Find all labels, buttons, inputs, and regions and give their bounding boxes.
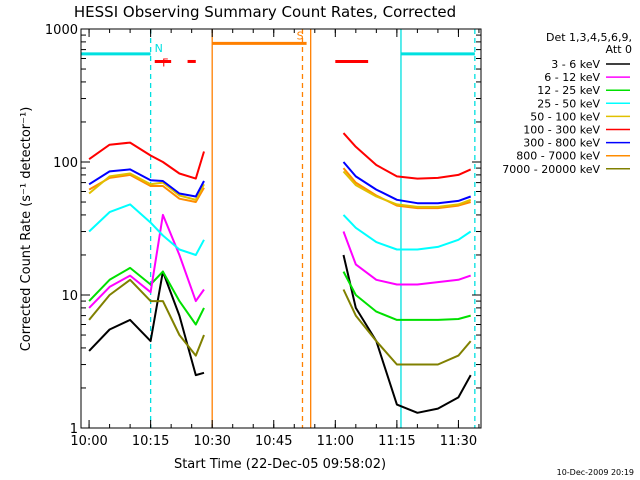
- legend-title-line-1: Det 1,3,4,5,6,9,: [546, 31, 632, 44]
- legend-label-7: 800 - 7000 keV: [516, 150, 600, 163]
- series-line-2-part-1: [342, 271, 471, 321]
- legend-title-line-2: Att 0: [606, 43, 632, 56]
- series-line-4-part-1: [342, 170, 472, 208]
- series-line-6-part-0: [88, 168, 205, 198]
- y-tick-label-2: 100: [53, 156, 78, 171]
- series-lines: [88, 132, 472, 414]
- y-tick-label-3: 1000: [45, 23, 78, 38]
- flag-label-s: S: [297, 29, 304, 42]
- x-tick-label-6: 11:30: [440, 434, 477, 449]
- series-line-0-part-0: [88, 270, 205, 377]
- flag-label-f: F: [162, 56, 168, 69]
- series-line-4-part-0: [88, 172, 205, 201]
- render-timestamp: 10-Dec-2009 20:19: [557, 468, 634, 477]
- series-line-8-part-0: [88, 278, 205, 357]
- y-tick-label-1: 10: [61, 289, 78, 304]
- y-tick-label-0: 1: [70, 422, 78, 437]
- x-tick-label-5: 11:15: [378, 434, 415, 449]
- series-line-7-part-1: [342, 167, 471, 210]
- x-tick-label-3: 10:45: [255, 434, 292, 449]
- x-tick-label-1: 10:15: [132, 434, 169, 449]
- legend-label-1: 6 - 12 keV: [544, 71, 600, 84]
- series-line-1-part-1: [342, 231, 472, 286]
- plot-frame: [80, 28, 482, 429]
- series-line-3-part-1: [342, 214, 472, 251]
- series-line-0-part-1: [342, 254, 472, 414]
- legend-label-4: 50 - 100 keV: [530, 110, 600, 123]
- flag-label-n: N: [155, 42, 163, 55]
- y-axis-label: Corrected Count Rate (s⁻¹ detector⁻¹): [19, 107, 34, 352]
- series-line-5-part-0: [88, 141, 205, 180]
- series-line-2-part-0: [88, 266, 205, 326]
- legend-label-0: 3 - 6 keV: [551, 58, 600, 71]
- series-line-5-part-1: [342, 132, 472, 180]
- series-line-6-part-1: [342, 161, 472, 205]
- x-tick-label-2: 10:30: [193, 434, 230, 449]
- legend-label-2: 12 - 25 keV: [537, 84, 600, 97]
- series-line-3-part-0: [88, 203, 205, 256]
- axes: 10:00 10:15 10:30 10:45 11:00 11:15 11:30 1 10 10…: [45, 23, 482, 449]
- x-axis-label: Start Time (22-Dec-05 09:58:02): [174, 457, 386, 472]
- x-tick-label-0: 10:00: [70, 434, 107, 449]
- series-line-7-part-0: [88, 173, 205, 203]
- series-line-1-part-0: [88, 213, 205, 309]
- vertical-markers: [149, 29, 476, 428]
- series-line-8-part-1: [342, 289, 472, 366]
- legend-label-5: 100 - 300 keV: [523, 124, 600, 137]
- chart-title: HESSI Observing Summary Count Rates, Cor…: [74, 3, 456, 21]
- legend-label-3: 25 - 50 keV: [537, 97, 600, 110]
- x-tick-label-4: 11:00: [317, 434, 354, 449]
- flag-bars: NF S: [81, 29, 475, 69]
- legend-label-8: 7000 - 20000 keV: [502, 163, 600, 176]
- legend-label-6: 300 - 800 keV: [523, 137, 600, 150]
